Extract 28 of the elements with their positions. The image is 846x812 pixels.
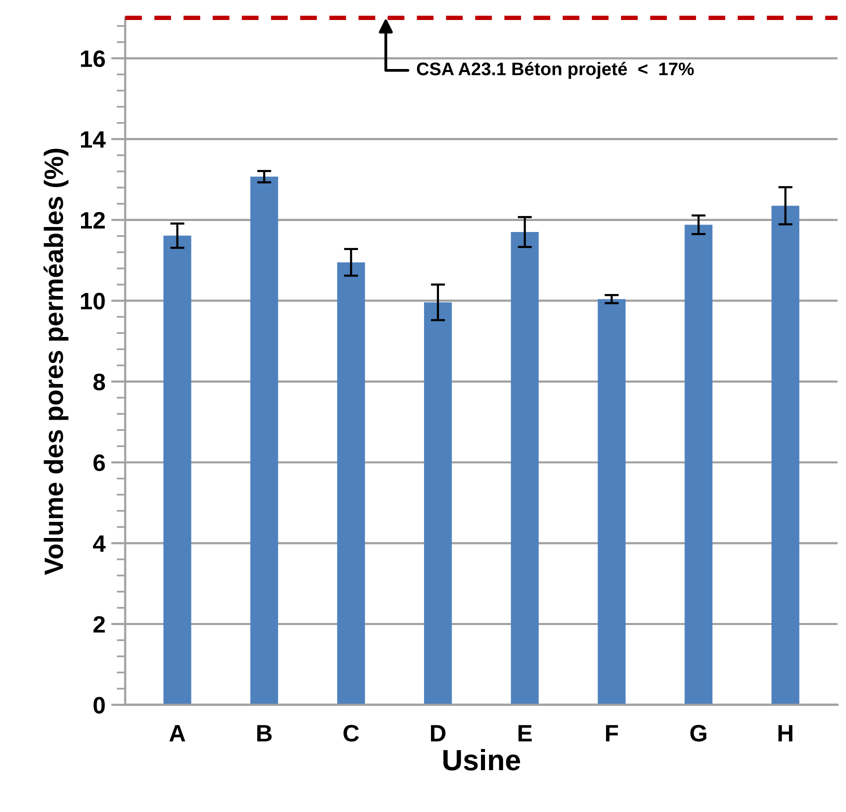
x-axis-title: Usine bbox=[443, 749, 520, 770]
y-tick-label: 8 bbox=[93, 374, 106, 390]
bar bbox=[510, 232, 539, 705]
bar bbox=[684, 224, 712, 705]
bar bbox=[424, 302, 452, 705]
y-tick-label: 0 bbox=[94, 696, 105, 714]
y-tick-label: 14 bbox=[80, 131, 106, 148]
bar bbox=[337, 262, 365, 705]
y-tick-label: 6 bbox=[93, 454, 105, 472]
x-tick-label: C bbox=[344, 724, 359, 742]
x-tick-label: D bbox=[430, 725, 446, 742]
ref-line-label: CSA A23.1 Béton projeté < 17% bbox=[416, 62, 694, 79]
y-tick-label: 4 bbox=[92, 535, 106, 552]
y-tick-label: 2 bbox=[93, 616, 105, 633]
x-tick-label: E bbox=[518, 725, 532, 742]
bar bbox=[772, 206, 800, 705]
x-tick-label: G bbox=[690, 724, 706, 742]
x-tick-label: B bbox=[257, 725, 272, 742]
y-tick-label: 10 bbox=[80, 292, 105, 310]
bar bbox=[598, 299, 626, 705]
y-axis-title: Volume des pores perméables (%) bbox=[44, 148, 68, 576]
bar bbox=[163, 236, 192, 705]
x-tick-label: H bbox=[778, 725, 792, 742]
x-tick-label: F bbox=[606, 725, 618, 742]
x-tick-label: A bbox=[169, 725, 186, 742]
y-tick-label: 16 bbox=[80, 50, 105, 68]
y-tick-label: 12 bbox=[80, 212, 105, 228]
bar bbox=[250, 176, 278, 705]
